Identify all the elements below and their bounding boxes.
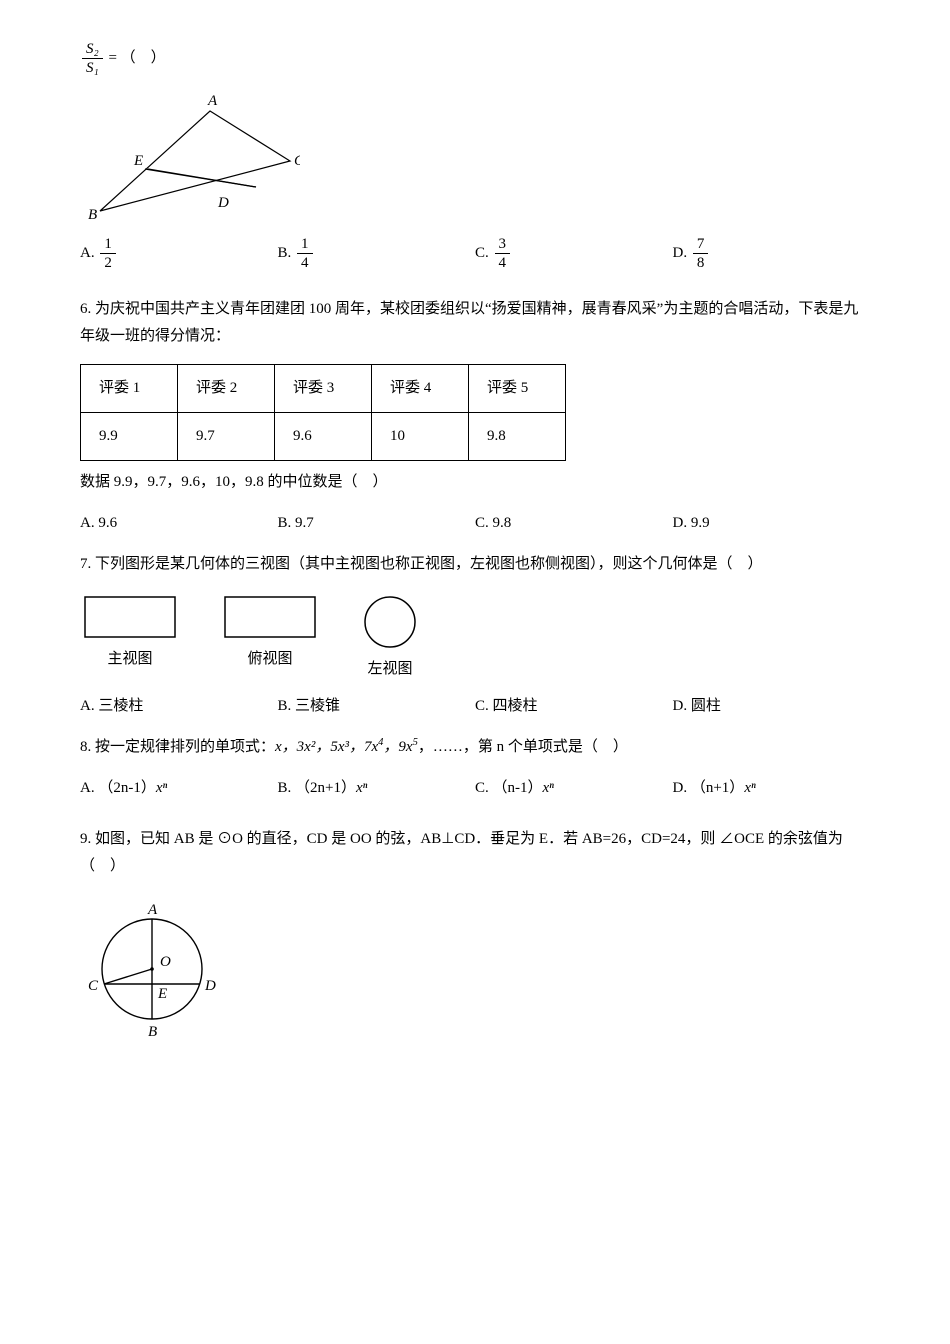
main-view: 主视图 (80, 592, 180, 683)
left-view: 左视图 (360, 592, 420, 683)
td2: 9.7 (178, 413, 275, 461)
q8-opt-a[interactable]: A. （2n-1）xⁿ (80, 775, 278, 802)
q6-opt-b[interactable]: B. 9.7 (278, 510, 476, 537)
q7-opt-d[interactable]: D. 圆柱 (673, 693, 871, 720)
q8-opt-c[interactable]: C. （n-1）xⁿ (475, 775, 673, 802)
th2: 评委 2 (178, 365, 275, 413)
svg-text:D: D (204, 978, 216, 994)
svg-text:B: B (148, 1024, 157, 1040)
td3: 9.6 (275, 413, 372, 461)
svg-text:A: A (207, 93, 218, 109)
td4: 10 (372, 413, 469, 461)
q6-mid: 数据 9.9，9.7，9.6，10，9.8 的中位数是（ ） (80, 469, 870, 496)
q7-opt-a[interactable]: A. 三棱柱 (80, 693, 278, 720)
td5: 9.8 (469, 413, 566, 461)
svg-text:C: C (88, 978, 99, 994)
th3: 评委 3 (275, 365, 372, 413)
q7-opt-c[interactable]: C. 四棱柱 (475, 693, 673, 720)
q5-opt-a[interactable]: A. 12 (80, 235, 278, 272)
ratio-num: S₂ (82, 40, 103, 59)
svg-text:O: O (160, 954, 171, 970)
q5-figure: A B C D E (80, 91, 870, 221)
svg-text:A: A (147, 902, 158, 918)
q7-options: A. 三棱柱 B. 三棱锥 C. 四棱柱 D. 圆柱 (80, 693, 870, 720)
equals-blank: = （ ） (108, 50, 165, 66)
q7-opt-b[interactable]: B. 三棱锥 (278, 693, 476, 720)
th5: 评委 5 (469, 365, 566, 413)
svg-text:C: C (294, 153, 300, 169)
q5-opt-d[interactable]: D. 78 (673, 235, 871, 272)
triangle-diagram: A B C D E (80, 91, 300, 221)
q5-opt-c[interactable]: C. 34 (475, 235, 673, 272)
q5-options: A. 12 B. 14 C. 34 D. 78 (80, 235, 870, 272)
q6-opt-c[interactable]: C. 9.8 (475, 510, 673, 537)
th4: 评委 4 (372, 365, 469, 413)
q7-views: 主视图 俯视图 左视图 (80, 592, 870, 683)
q9-figure: A B C D E O (80, 894, 870, 1044)
ratio-fraction: S₂ S₁ (82, 40, 103, 77)
circle-diagram: A B C D E O (80, 894, 230, 1044)
th1: 评委 1 (81, 365, 178, 413)
q5-ratio: S₂ S₁ = （ ） (80, 40, 870, 77)
q6-opt-a[interactable]: A. 9.6 (80, 510, 278, 537)
q8-text: 8. 按一定规律排列的单项式：x，3x²，5x³，7x4，9x5，……，第 n … (80, 734, 870, 761)
q6-table: 评委 1 评委 2 评委 3 评委 4 评委 5 9.9 9.7 9.6 10 … (80, 364, 566, 461)
svg-text:D: D (217, 195, 229, 211)
top-view: 俯视图 (220, 592, 320, 683)
q6-options: A. 9.6 B. 9.7 C. 9.8 D. 9.9 (80, 510, 870, 537)
svg-text:B: B (88, 207, 97, 221)
q9-text: 9. 如图，已知 AB 是 ⊙O 的直径，CD 是 OO 的弦，AB⊥CD．垂足… (80, 826, 870, 880)
q5-opt-b[interactable]: B. 14 (278, 235, 476, 272)
svg-text:E: E (133, 153, 143, 169)
q6-opt-d[interactable]: D. 9.9 (673, 510, 871, 537)
q8-opt-b[interactable]: B. （2n+1）xⁿ (278, 775, 476, 802)
td1: 9.9 (81, 413, 178, 461)
svg-text:E: E (157, 986, 167, 1002)
q8-options: A. （2n-1）xⁿ B. （2n+1）xⁿ C. （n-1）xⁿ D. （n… (80, 775, 870, 802)
ratio-den: S₁ (82, 59, 103, 77)
q6-text: 6. 为庆祝中国共产主义青年团建团 100 周年，某校团委组织以“扬爱国精神，展… (80, 296, 870, 350)
q8-opt-d[interactable]: D. （n+1）xⁿ (673, 775, 871, 802)
q7-text: 7. 下列图形是某几何体的三视图（其中主视图也称正视图，左视图也称侧视图），则这… (80, 551, 870, 578)
